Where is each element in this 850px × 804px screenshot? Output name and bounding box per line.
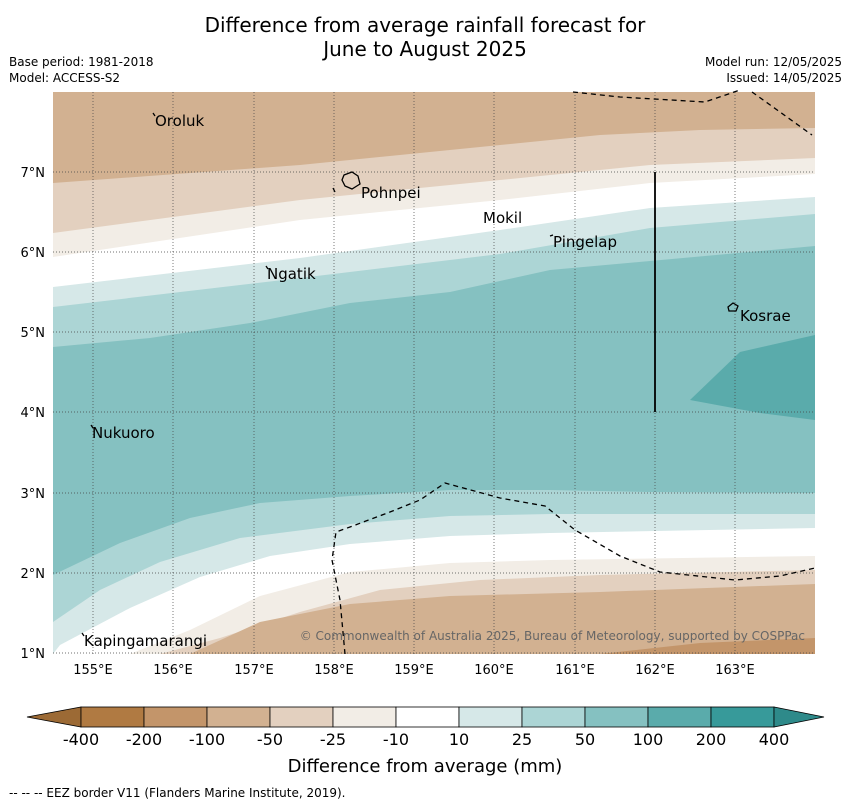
- colorbar-swatch: [269, 706, 334, 728]
- colorbar-tick-label: 50: [574, 730, 596, 749]
- lon-tick: 159°E: [394, 663, 434, 678]
- colorbar-extend-high: [773, 706, 825, 728]
- islands: [81, 112, 739, 637]
- colorbar-tick-label: -50: [256, 730, 284, 749]
- eez-footnote: -- -- -- EEZ border V11 (Flanders Marine…: [9, 786, 346, 800]
- lat-tick: 7°N: [21, 166, 46, 181]
- model-name: Model: ACCESS-S2: [9, 71, 121, 85]
- copyright-text: © Commonwealth of Australia 2025, Bureau…: [300, 629, 805, 643]
- colorbar-swatch: [80, 706, 145, 728]
- colorbar-swatch: [395, 706, 460, 728]
- meta-left: Base period: 1981-2018 Model: ACCESS-S2: [9, 54, 154, 86]
- lat-tick: 4°N: [21, 406, 46, 421]
- colorbar-tick-label: -25: [319, 730, 347, 749]
- colorbar-swatch: [143, 706, 208, 728]
- lat-tick: 2°N: [21, 567, 46, 582]
- lon-tick: 155°E: [73, 663, 113, 678]
- colorbar-extend-low: [26, 706, 82, 728]
- colorbar-tick-label: -400: [62, 730, 100, 749]
- colorbar-title: Difference from average (mm): [287, 756, 563, 777]
- colorbar-swatch: [710, 706, 775, 728]
- band-east-p100: [690, 335, 815, 420]
- kosrae-island: [727, 302, 739, 312]
- colorbar-swatch: [332, 706, 397, 728]
- colorbar-tick-label: -100: [188, 730, 226, 749]
- colorbar-tick-label: -200: [125, 730, 163, 749]
- colorbar-tick-label: 100: [632, 730, 664, 749]
- gridlines: [53, 92, 815, 654]
- pohnpei-island: [341, 171, 361, 190]
- meta-right: Model run: 12/05/2025 Issued: 14/05/2025: [705, 54, 842, 86]
- lat-tick: 6°N: [21, 246, 46, 261]
- lon-tick: 163°E: [715, 663, 755, 678]
- lon-tick: 160°E: [474, 663, 514, 678]
- pohnpei-reef: [332, 187, 336, 193]
- title-line-2: June to August 2025: [323, 37, 527, 61]
- lon-tick: 157°E: [234, 663, 274, 678]
- lon-tick: 162°E: [635, 663, 675, 678]
- eez-borders: [331, 89, 816, 655]
- model-run: Model run: 12/05/2025: [704, 55, 842, 69]
- colorbar-tick-label: 400: [758, 730, 790, 749]
- lat-tick: 5°N: [21, 326, 46, 341]
- colorbar-swatch: [521, 706, 586, 728]
- colorbar-swatch: [584, 706, 649, 728]
- map-title: Difference from average rainfall forecas…: [0, 13, 850, 61]
- place-label: Pohnpei: [361, 184, 421, 202]
- place-label: Ngatik: [267, 265, 316, 283]
- lon-tick-labels: 155°E 156°E 157°E 158°E 159°E 160°E 161°…: [73, 663, 755, 678]
- lon-tick: 161°E: [555, 663, 595, 678]
- place-labels: Oroluk Pohnpei Mokil Pingelap Ngatik Kos…: [84, 112, 791, 650]
- place-label: Kosrae: [740, 307, 791, 325]
- colorbar-tick-label: 10: [448, 730, 470, 749]
- place-label: Oroluk: [155, 112, 204, 130]
- place-label: Mokil: [483, 209, 522, 227]
- colorbar-swatch: [647, 706, 712, 728]
- colorbar-tick-label: -10: [382, 730, 410, 749]
- lat-tick-labels: 1°N 2°N 3°N 4°N 5°N 6°N 7°N: [21, 166, 46, 662]
- lat-tick: 3°N: [21, 487, 46, 502]
- colorbar-tick-label: 25: [511, 730, 533, 749]
- base-period: Base period: 1981-2018: [9, 55, 154, 69]
- title-line-1: Difference from average rainfall forecas…: [204, 13, 646, 37]
- issued-date: Issued: 14/05/2025: [726, 71, 842, 85]
- band-south-m100: [600, 638, 815, 654]
- band-south-m50: [190, 584, 815, 654]
- colorbar-swatch: [206, 706, 271, 728]
- colorbar: [26, 706, 825, 728]
- colorbar-tick-label: 200: [695, 730, 727, 749]
- colorbar-swatch: [458, 706, 523, 728]
- place-label: Nukuoro: [92, 424, 155, 442]
- contour-fills: [53, 92, 815, 654]
- place-label: Pingelap: [553, 233, 617, 251]
- place-label: Kapingamarangi: [84, 632, 207, 650]
- lat-tick: 1°N: [21, 647, 46, 662]
- lon-tick: 156°E: [153, 663, 193, 678]
- lon-tick: 158°E: [314, 663, 354, 678]
